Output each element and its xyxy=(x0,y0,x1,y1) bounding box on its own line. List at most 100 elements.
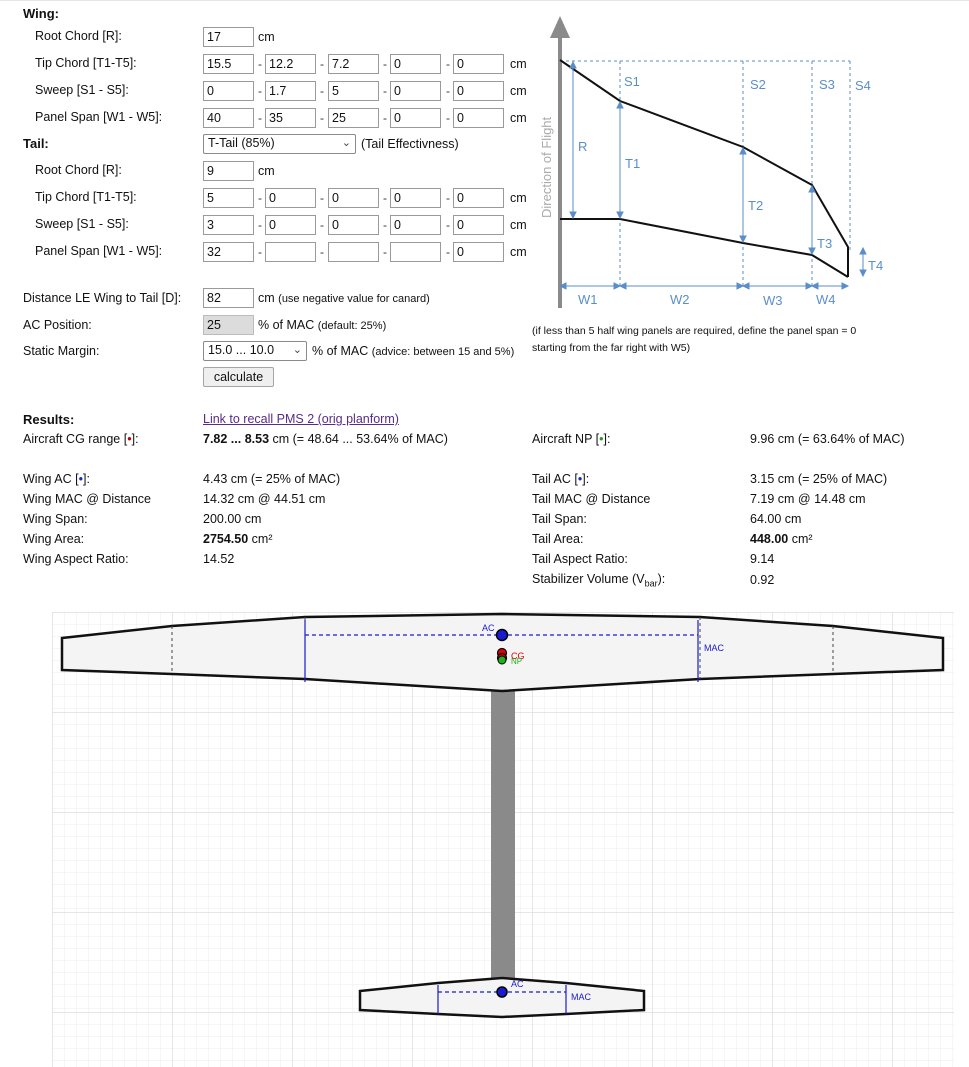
static-margin-select[interactable]: 15.0 ... 10.0 ⌄ xyxy=(203,341,307,361)
wing-span-unit: cm xyxy=(510,111,527,125)
direction-arrow xyxy=(550,16,570,308)
tail-aspect-value: 9.14 xyxy=(750,552,775,566)
tail-area-number: 448.00 xyxy=(750,532,789,546)
wing-root-input[interactable] xyxy=(203,27,254,47)
tail-tip-t4-input[interactable] xyxy=(390,188,441,208)
dash: - xyxy=(320,111,324,125)
wing-sweep-s1-input[interactable] xyxy=(203,81,254,101)
dash: - xyxy=(258,191,262,205)
tail-tip-t2-input[interactable] xyxy=(265,188,316,208)
tail-tip-t5-input[interactable] xyxy=(453,188,504,208)
tail-ac-marker xyxy=(496,986,508,998)
label-w2: W2 xyxy=(670,292,690,307)
distance-input[interactable] xyxy=(203,288,254,308)
ac-position-input[interactable] xyxy=(203,315,254,335)
wing-span-w4-input[interactable] xyxy=(390,108,441,128)
recall-link[interactable]: Link to recall PMS 2 (orig planform) xyxy=(203,412,399,426)
tail-span-w5-input[interactable] xyxy=(453,242,504,262)
tail-plane: AC MAC xyxy=(358,976,646,1019)
chevron-down-icon: ⌄ xyxy=(292,344,302,356)
label-t3: T3 xyxy=(817,236,832,251)
wing-span-w1-input[interactable] xyxy=(203,108,254,128)
tail-tip-t1-input[interactable] xyxy=(203,188,254,208)
calculate-button[interactable]: calculate xyxy=(203,367,274,387)
tail-type-select[interactable]: T-Tail (85%) ⌄ xyxy=(203,134,356,154)
diagram-labels: S1 S2 S3 S4 R T1 T2 T3 T4 W1 W2 W3 W4 xyxy=(578,74,883,308)
tail-root-label: Root Chord [R]: xyxy=(35,163,122,177)
wing-sweep-s3-input[interactable] xyxy=(328,81,379,101)
tail-sweep-s2-input[interactable] xyxy=(265,215,316,235)
diagram-note-line1: (if less than 5 half wing panels are req… xyxy=(532,325,857,337)
dash: - xyxy=(320,245,324,259)
tail-area-value: 448.00 cm² xyxy=(750,532,813,546)
wing-tip-t2-input[interactable] xyxy=(265,54,316,74)
top-border xyxy=(0,0,969,1)
tail-tip-label: Tip Chord [T1-T5]: xyxy=(35,190,137,204)
tail-sweep-s5-input[interactable] xyxy=(453,215,504,235)
cg-range-label: Aircraft CG range [•]: xyxy=(23,432,139,446)
np-label: Aircraft NP [•]: xyxy=(532,432,611,446)
tail-effectiveness-label: (Tail Effectivness) xyxy=(361,137,459,151)
ac-position-unit: % of MAC (default: 25%) xyxy=(258,318,386,332)
label-w1: W1 xyxy=(578,292,598,307)
wing-ac-value: 4.43 cm (= 25% of MAC) xyxy=(203,472,341,486)
wing-tip-t4-input[interactable] xyxy=(390,54,441,74)
tail-tip-t3-input[interactable] xyxy=(328,188,379,208)
cg-range-value: 7.82 ... 8.53 cm (= 48.64 ... 53.64% of … xyxy=(203,432,448,446)
wing-sweep-s2-input[interactable] xyxy=(265,81,316,101)
tail-tip-unit: cm xyxy=(510,191,527,205)
tail-aspect-label: Tail Aspect Ratio: xyxy=(532,552,628,566)
wing-span-w2-input[interactable] xyxy=(265,108,316,128)
np-label-end: ]: xyxy=(603,432,611,446)
tail-span-w1-input[interactable] xyxy=(203,242,254,262)
wing-aspect-value: 14.52 xyxy=(203,552,235,566)
dash: - xyxy=(258,245,262,259)
wing-mac-label-plot: MAC xyxy=(704,643,725,653)
tail-span-w2-input[interactable] xyxy=(265,242,316,262)
aircraft-planform-drawing: AC MAC CG NP AC MAC xyxy=(52,612,954,1067)
wing-ac-label-plot: AC xyxy=(482,623,495,633)
tail-area-label: Tail Area: xyxy=(532,532,584,546)
static-margin-unit: % of MAC (advice: between 15 and 5%) xyxy=(312,344,514,358)
wing-tip-unit: cm xyxy=(510,57,527,71)
chevron-down-icon: ⌄ xyxy=(341,137,351,149)
wing-tip-t5-input[interactable] xyxy=(453,54,504,74)
wing-sweep-s5-input[interactable] xyxy=(453,81,504,101)
dash: - xyxy=(258,218,262,232)
wing-sweep-s4-input[interactable] xyxy=(390,81,441,101)
fuselage xyxy=(491,688,515,988)
cg-range-value-rest: cm (= 48.64 ... 53.64% of MAC) xyxy=(269,432,448,446)
direction-of-flight-label: Direction of Flight xyxy=(539,116,554,218)
wing-aspect-label: Wing Aspect Ratio: xyxy=(23,552,129,566)
cg-dot-icon: • xyxy=(127,432,132,446)
tail-mac-value: 7.19 cm @ 14.48 cm xyxy=(750,492,866,506)
wing-tip-t3-input[interactable] xyxy=(328,54,379,74)
dash: - xyxy=(320,84,324,98)
tail-sweep-s1-input[interactable] xyxy=(203,215,254,235)
wing-header: Wing: xyxy=(23,6,59,21)
tail-span-w4-input[interactable] xyxy=(390,242,441,262)
tail-mac-label: Tail MAC @ Distance xyxy=(532,492,651,506)
wing-span-w3-input[interactable] xyxy=(328,108,379,128)
tail-sweep-s4-input[interactable] xyxy=(390,215,441,235)
tail-span-w3-input[interactable] xyxy=(328,242,379,262)
dash: - xyxy=(446,111,450,125)
tail-sweep-label: Sweep [S1 - S5]: xyxy=(35,217,129,231)
wing-ac-label: Wing AC [•]: xyxy=(23,472,90,486)
dash: - xyxy=(320,57,324,71)
dash: - xyxy=(320,191,324,205)
np-label-plot: NP xyxy=(511,657,522,666)
wing-area-unit: cm² xyxy=(251,532,273,546)
wing-span-w5-input[interactable] xyxy=(453,108,504,128)
static-margin-hint: (advice: between 15 and 5%) xyxy=(371,346,515,358)
label-t2: T2 xyxy=(748,198,763,213)
wing-geometry-diagram: Direction of Flight S1 S2 S3 S4 R xyxy=(539,16,883,308)
tail-root-input[interactable] xyxy=(203,161,254,181)
wing-root-label: Root Chord [R]: xyxy=(35,29,122,43)
distance-hint: (use negative value for canard) xyxy=(278,293,430,305)
tail-sweep-s3-input[interactable] xyxy=(328,215,379,235)
cg-range-value-bold: 7.82 ... 8.53 xyxy=(203,432,270,446)
guide-lines xyxy=(560,60,851,288)
wing-tip-t1-input[interactable] xyxy=(203,54,254,74)
tail-ac-label-end: ]: xyxy=(582,472,590,486)
